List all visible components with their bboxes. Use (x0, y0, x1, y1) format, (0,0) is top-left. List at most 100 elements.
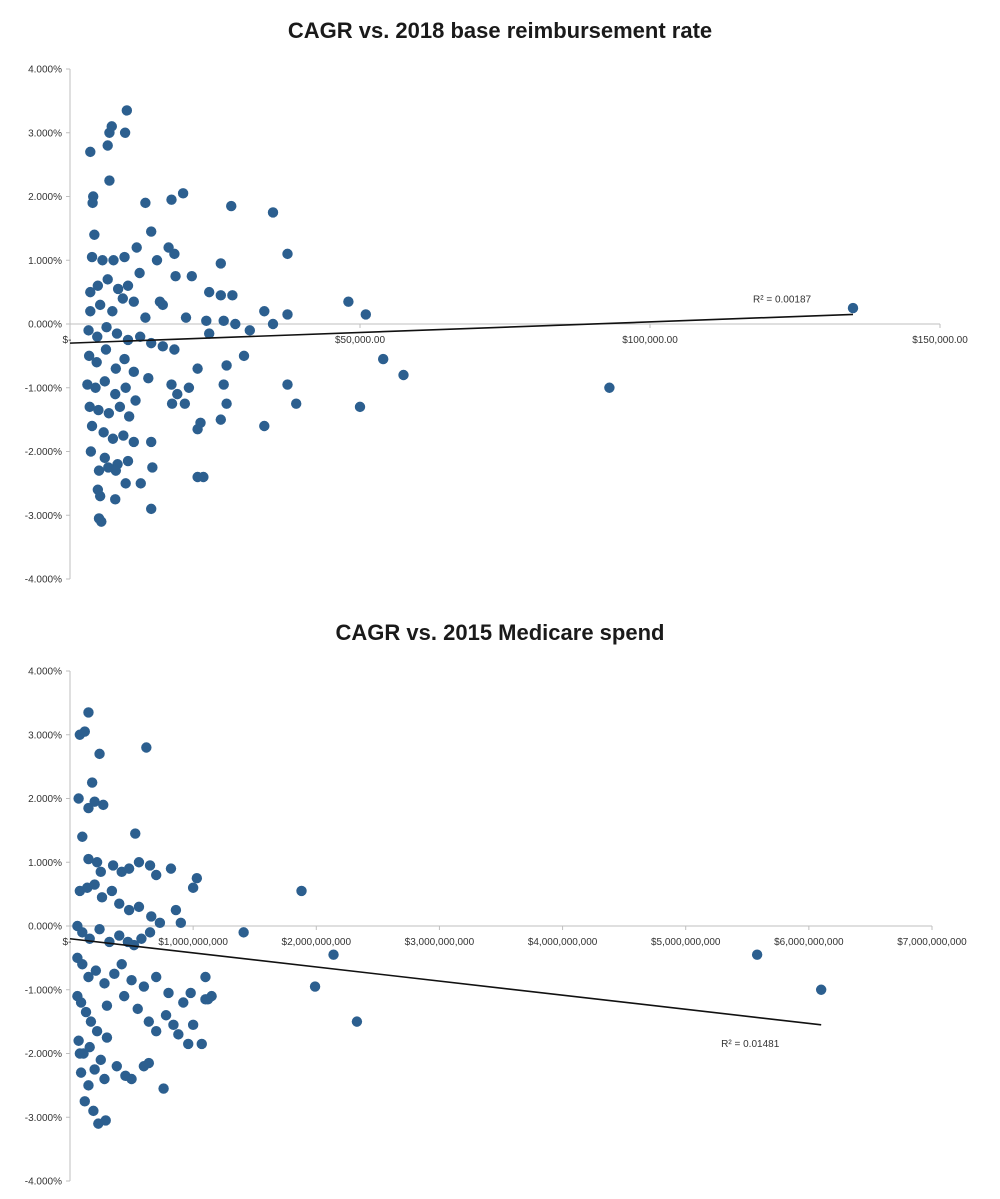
data-point (84, 401, 95, 413)
data-point (144, 927, 156, 938)
data-point (135, 478, 146, 489)
data-point (74, 1048, 86, 1059)
data-point (192, 363, 203, 374)
trendline (69, 937, 822, 1026)
data-point (378, 353, 389, 365)
data-point (227, 290, 238, 301)
data-point (134, 331, 146, 342)
data-point (122, 334, 134, 346)
data-point (196, 1038, 207, 1050)
y-tick-label: 2.000% (28, 794, 62, 805)
data-point (604, 382, 615, 393)
data-point (163, 987, 174, 999)
data-point (143, 1016, 155, 1027)
data-point (200, 971, 211, 983)
data-point (351, 1016, 363, 1027)
data-point (102, 140, 113, 151)
data-point (177, 188, 189, 199)
data-point (109, 968, 120, 980)
data-point (96, 516, 107, 527)
data-point (151, 1025, 162, 1037)
data-point (120, 382, 131, 393)
data-point (83, 325, 94, 336)
y-tick-label: -4.000% (25, 1177, 62, 1188)
data-point (94, 490, 106, 502)
data-point (94, 748, 105, 760)
data-point (110, 494, 121, 505)
data-point (282, 248, 293, 260)
data-point (128, 436, 139, 448)
data-point (230, 318, 241, 330)
data-point (104, 936, 115, 948)
data-point (198, 471, 209, 483)
data-point (215, 414, 226, 425)
data-point (328, 949, 339, 960)
data-point (79, 1096, 90, 1107)
data-point (111, 1061, 122, 1072)
y-tick-label: -1.000% (25, 985, 62, 996)
data-point (154, 917, 166, 929)
data-point (128, 939, 140, 951)
data-point (107, 306, 118, 317)
data-point (244, 325, 255, 336)
data-point (85, 1016, 97, 1027)
data-point (119, 127, 131, 138)
data-point (86, 420, 98, 432)
data-point (168, 1019, 179, 1031)
data-point (128, 296, 139, 307)
x-tick-label: $5,000,000,000 (651, 937, 721, 948)
data-point (119, 353, 130, 365)
data-point (102, 274, 113, 285)
data-point (146, 436, 157, 448)
data-point (267, 318, 279, 330)
data-point (98, 799, 109, 811)
data-point (93, 465, 105, 476)
data-point (204, 328, 215, 339)
data-point (170, 270, 181, 282)
y-tick-label: 3.000% (28, 730, 62, 741)
chart-reimbursement-rate: CAGR vs. 2018 base reimbursement rate 4.… (25, 18, 968, 586)
y-tick-label: 0.000% (28, 320, 62, 331)
data-point (100, 344, 112, 355)
data-point (101, 1000, 113, 1011)
data-point (172, 388, 183, 400)
data-point (80, 1006, 92, 1018)
data-point (126, 974, 137, 986)
data-point (166, 398, 178, 409)
data-point (94, 299, 106, 311)
data-point (92, 331, 103, 342)
data-point (226, 200, 237, 212)
data-point (112, 283, 124, 295)
y-tick-label: 0.000% (28, 922, 62, 933)
chart-title: CAGR vs. 2018 base reimbursement rate (287, 18, 713, 43)
data-point (138, 981, 150, 992)
data-point (169, 248, 180, 260)
data-point (360, 309, 371, 320)
data-point (118, 990, 130, 1002)
data-point (151, 869, 162, 881)
r-squared-label: R² = 0.00187 (753, 294, 812, 305)
data-point (89, 1064, 100, 1075)
data-point (110, 465, 122, 476)
r-squared-label: R² = 0.01481 (721, 1039, 780, 1050)
data-point (133, 901, 145, 913)
y-tick-label: -1.000% (25, 383, 62, 394)
data-point (166, 194, 177, 205)
data-point (130, 828, 141, 839)
chart-title: CAGR vs. 2015 Medicare spend (335, 620, 665, 645)
data-point (114, 898, 125, 909)
data-point (166, 379, 177, 390)
x-tick-label: $- (63, 937, 72, 948)
data-point (165, 863, 177, 874)
y-tick-label: -4.000% (25, 575, 62, 586)
data-point (259, 420, 270, 432)
data-point (111, 328, 123, 339)
data-point (128, 366, 139, 378)
data-point (132, 1003, 143, 1015)
data-point (160, 1010, 172, 1021)
data-point (309, 981, 321, 992)
data-point (130, 395, 141, 406)
data-point (140, 197, 151, 209)
data-point (134, 267, 145, 279)
data-point (73, 793, 84, 804)
